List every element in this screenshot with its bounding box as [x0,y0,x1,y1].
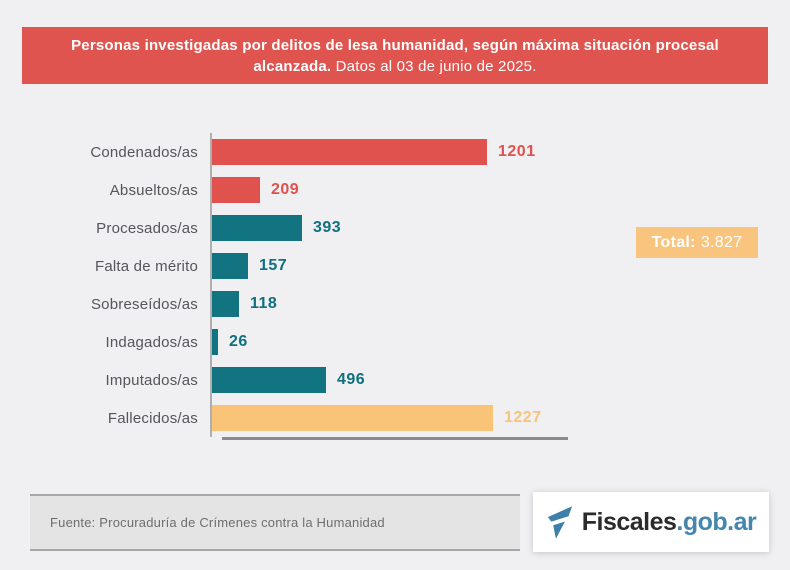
category-label: Sobreseídos/as [90,295,198,313]
total-badge-value: 3.827 [700,233,743,251]
category-label: Procesados/as [96,219,198,237]
page-title: Personas investigadas por delitos de les… [55,35,735,77]
logo-text-dark: Fiscales [581,507,677,536]
bar [212,253,248,279]
bar-track: 209 [210,171,568,209]
bar-row: Procesados/as 393 [60,209,568,247]
title-banner: Personas investigadas por delitos de les… [22,27,768,84]
bar [212,215,302,241]
value-label: 209 [271,181,300,198]
bar [212,405,493,431]
bar [212,291,239,317]
bar-row: Imputados/as 496 [60,361,568,399]
logo-text: Fiscales.gob.ar [582,508,757,537]
total-badge-label: Total: [651,233,696,251]
source-band: Fuente: Procuraduría de Crímenes contra … [30,494,520,551]
source-text: Fuente: Procuraduría de Crímenes contra … [50,515,385,530]
flag-icon [546,504,573,541]
value-label: 1227 [504,409,542,426]
category-label: Indagados/as [105,333,198,351]
bar-rows: Condenados/as 1201 Absueltos/as 209 Procesad… [60,133,568,437]
bar-track: 1201 [210,133,568,171]
page-title-bold: Personas investigadas por delitos de les… [71,36,719,75]
bar-track: 1227 [210,399,568,437]
category-label: Falta de mérito [94,257,198,275]
bar-track: 157 [210,247,568,285]
bar-row: Absueltos/as 209 [60,171,568,209]
category-label: Fallecidos/as [107,409,198,427]
total-badge: Total: 3.827 [636,227,758,258]
category-label: Imputados/as [105,371,198,389]
bar-row: Falta de mérito 157 [60,247,568,285]
bar-track: 393 [210,209,568,247]
bar-row: Sobreseídos/as 118 [60,285,568,323]
value-label: 393 [313,219,342,236]
value-label: 157 [259,257,288,274]
bar [212,367,326,393]
value-label: 26 [229,333,248,350]
value-label: 496 [337,371,366,388]
bar-track: 26 [210,323,568,361]
bar-row: Fallecidos/as 1227 [60,399,568,437]
bar [212,139,487,165]
bar-chart: Condenados/as 1201 Absueltos/as 209 Procesad… [60,133,568,440]
bar-row: Indagados/as 26 [60,323,568,361]
value-label: 1201 [498,143,536,160]
bar [212,329,218,355]
x-axis-line [222,437,568,440]
bar-row: Condenados/as 1201 [60,133,568,171]
bar-track: 118 [210,285,568,323]
logo-card: Fiscales.gob.ar [533,492,769,552]
category-label: Condenados/as [90,143,198,161]
bar [212,177,260,203]
value-label: 118 [250,295,278,312]
page-title-regular: Datos al 03 de junio de 2025. [335,57,537,75]
bar-track: 496 [210,361,568,399]
logo-text-blue: .gob.ar [676,507,757,536]
category-label: Absueltos/as [109,181,198,199]
